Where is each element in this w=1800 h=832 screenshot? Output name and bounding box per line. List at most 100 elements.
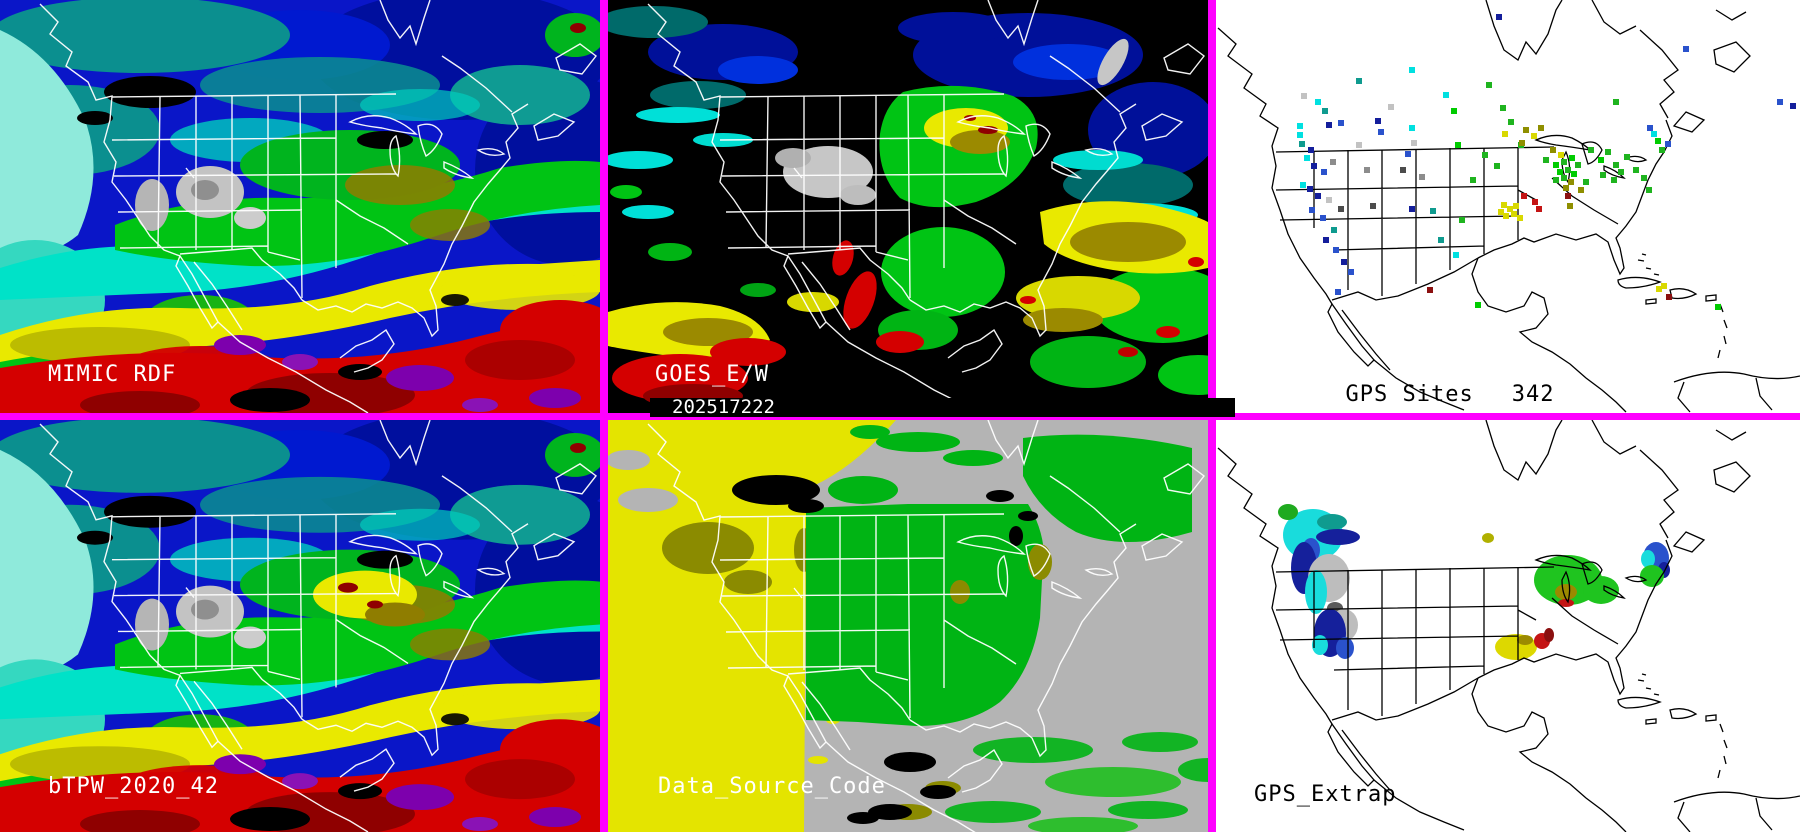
gps-site-marker [1311, 163, 1317, 169]
gps-site-marker [1331, 227, 1337, 233]
gps-site-marker [1575, 162, 1581, 168]
gps-sites-count: 342 [1511, 382, 1555, 407]
gps-site-marker [1333, 247, 1339, 253]
panel-label-mimic-rdf: MIMIC RDF [48, 362, 177, 387]
gps-site-marker [1565, 193, 1571, 199]
gps-site-marker [1409, 125, 1415, 131]
gps-site-marker [1561, 159, 1567, 165]
data-source-field-art [608, 420, 1208, 832]
gps-site-marker [1400, 167, 1406, 173]
btpw-map-image [0, 420, 600, 832]
gps-site-marker [1315, 99, 1321, 105]
gps-site-marker [1364, 167, 1370, 173]
gps-site-marker [1326, 197, 1332, 203]
gps-site-marker [1496, 14, 1502, 20]
gps-site-marker [1646, 187, 1652, 193]
gps-site-marker [1405, 151, 1411, 157]
gps-site-marker [1508, 119, 1514, 125]
gps-site-marker [1438, 237, 1444, 243]
gps-site-marker [1569, 155, 1575, 161]
gps-site-marker [1683, 46, 1689, 52]
gps-sites-map-image [1216, 0, 1800, 413]
gps-site-marker [1301, 93, 1307, 99]
gps-site-marker [1411, 140, 1417, 146]
gps-site-marker [1321, 169, 1327, 175]
gps-site-marker [1299, 141, 1305, 147]
gps-site-marker [1563, 185, 1569, 191]
panel-goes-ew: GOES_E/W [608, 0, 1208, 413]
gps-site-marker [1470, 177, 1476, 183]
gps-site-marker [1571, 171, 1577, 177]
gps-site-marker [1613, 162, 1619, 168]
gps-site-marker [1388, 104, 1394, 110]
gps-site-marker [1624, 154, 1630, 160]
gps-site-marker [1641, 175, 1647, 181]
gps-site-marker [1538, 125, 1544, 131]
gps-site-marker [1500, 105, 1506, 111]
timestamp-bar: 202517222 [650, 398, 1235, 417]
gps-site-marker [1715, 304, 1721, 310]
gps-site-marker [1511, 211, 1517, 217]
gps-sites-label-text: GPS Sites [1345, 382, 1474, 407]
gps-site-marker [1375, 118, 1381, 124]
gps-site-marker [1443, 92, 1449, 98]
gps-site-marker [1419, 174, 1425, 180]
gps-site-marker [1335, 289, 1341, 295]
gps-site-marker [1661, 283, 1667, 289]
gps-site-marker [1326, 122, 1332, 128]
gps-site-marker [1455, 142, 1461, 148]
gps-site-marker [1517, 215, 1523, 221]
gps-site-marker [1309, 207, 1315, 213]
gps-site-marker [1378, 129, 1384, 135]
gps-site-marker [1600, 172, 1606, 178]
gps-site-marker [1598, 157, 1604, 163]
gps-extrap-blob [1640, 565, 1664, 587]
gps-site-marker [1320, 215, 1326, 221]
gps-site-marker [1330, 159, 1336, 165]
gps-extrap-blob [1517, 635, 1533, 645]
panel-data-source-code: Data_Source_Code [608, 420, 1208, 832]
panel-label-btpw: bTPW_2020_42 [48, 774, 219, 799]
gps-extrap-map-image [1216, 420, 1800, 832]
gps-site-marker [1519, 140, 1525, 146]
gps-site-marker [1482, 152, 1488, 158]
gps-extrap-blob [1482, 533, 1494, 543]
gps-site-marker [1307, 186, 1313, 192]
panel-label-goes-ew: GOES_E/W [655, 362, 769, 387]
gps-site-marker [1502, 131, 1508, 137]
gps-site-marker [1338, 206, 1344, 212]
gps-site-marker [1513, 203, 1519, 209]
gps-site-marker [1777, 99, 1783, 105]
gps-extrap-blob [1316, 529, 1360, 545]
gps-site-marker [1790, 103, 1796, 109]
gps-extrap-blob [1641, 550, 1655, 568]
goes-ew-map-image [608, 0, 1208, 413]
gps-site-marker [1409, 206, 1415, 212]
gps-site-marker [1553, 162, 1559, 168]
gps-site-marker [1498, 209, 1504, 215]
gps-site-marker [1459, 217, 1465, 223]
gps-site-marker [1521, 193, 1527, 199]
timestamp-text: 202517222 [672, 396, 775, 418]
gps-site-marker [1666, 294, 1672, 300]
gps-site-marker [1370, 203, 1376, 209]
gps-site-marker [1300, 182, 1306, 188]
gps-site-marker [1523, 127, 1529, 133]
gps-site-marker [1322, 108, 1328, 114]
gps-site-marker [1550, 147, 1556, 153]
tpw-field-art [0, 420, 600, 832]
gps-site-marker [1323, 237, 1329, 243]
gps-extrap-blob [1544, 628, 1554, 642]
gps-extrap-blob [1555, 584, 1577, 600]
gps-site-marker [1656, 286, 1662, 292]
gps-site-marker [1507, 206, 1513, 212]
gps-site-marker [1356, 142, 1362, 148]
panel-label-gps-extrap: GPS_Extrap [1254, 782, 1397, 807]
gps-site-marker [1613, 99, 1619, 105]
gps-site-marker [1568, 179, 1574, 185]
gps-site-marker [1297, 132, 1303, 138]
gps-site-marker [1348, 269, 1354, 275]
gps-site-marker [1315, 193, 1321, 199]
gps-site-marker [1532, 199, 1538, 205]
panel-label-gps-sites: GPS Sites 342 [1260, 362, 1554, 413]
